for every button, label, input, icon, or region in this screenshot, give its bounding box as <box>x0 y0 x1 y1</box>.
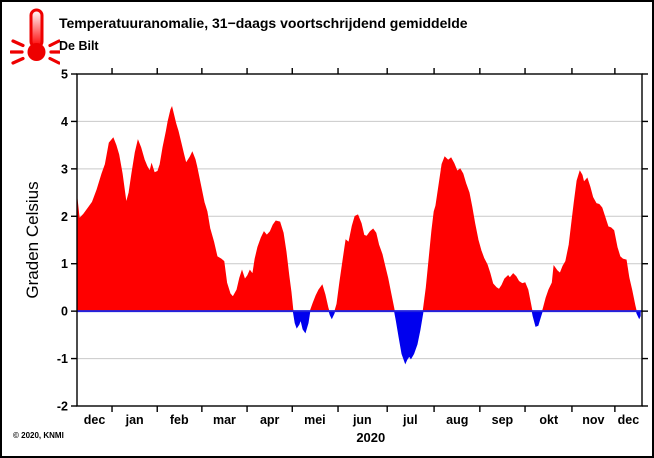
anomaly-area-positive <box>76 105 641 312</box>
month-label: dec <box>618 413 640 427</box>
month-label: mei <box>304 413 326 427</box>
y-tick-label: 4 <box>61 115 68 129</box>
year-label: 2020 <box>356 430 385 445</box>
y-tick-label: 1 <box>61 257 68 271</box>
y-tick-label: -2 <box>57 400 68 414</box>
y-tick-label: 3 <box>61 162 68 176</box>
month-label: jan <box>125 413 144 427</box>
month-label: dec <box>84 413 106 427</box>
month-label: feb <box>170 413 189 427</box>
month-label: mar <box>213 413 236 427</box>
month-label: okt <box>539 413 559 427</box>
plot-frame <box>76 73 643 407</box>
y-tick-label: 2 <box>61 210 68 224</box>
y-tick-label: 5 <box>61 68 68 82</box>
month-label: sep <box>492 413 514 427</box>
y-tick-label: -1 <box>57 352 68 366</box>
month-label: nov <box>582 413 604 427</box>
chart-title: Temperatuuranomalie, 31−daags voortschri… <box>59 15 468 31</box>
month-label: jul <box>402 413 418 427</box>
hot-thermometer-icon <box>10 8 60 65</box>
y-tick-label: 0 <box>61 305 68 319</box>
month-label: aug <box>446 413 468 427</box>
month-label: jun <box>352 413 372 427</box>
month-label: apr <box>260 413 280 427</box>
copyright-notice: © 2020, KNMI <box>13 431 64 440</box>
station-name: De Bilt <box>59 39 99 53</box>
